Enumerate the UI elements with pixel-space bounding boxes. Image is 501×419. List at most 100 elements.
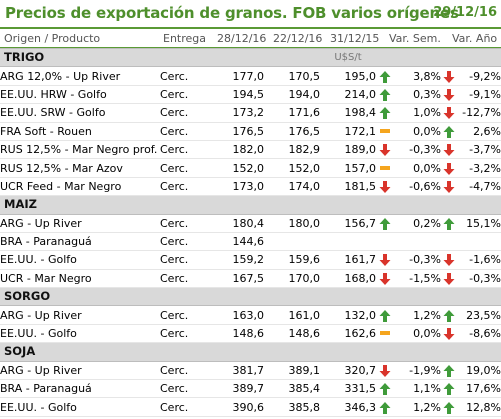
section-fill [320, 342, 501, 362]
product-cell: FRA Soft - Rouen [0, 122, 160, 141]
delivery-cell: Cerc. [160, 361, 209, 381]
product-cell: ARG - Up River [0, 305, 160, 325]
col-header-date2: 22/12/16 [273, 32, 323, 45]
var-week-cell: -0,3% [394, 140, 442, 160]
arrow-up-icon [443, 309, 455, 322]
arrow-up-icon [379, 70, 391, 83]
var-year-cell: -1,6% [457, 250, 501, 270]
trend-cell [376, 103, 395, 123]
delivery-cell: Cerc. [160, 158, 209, 178]
arrow-up-icon [379, 107, 391, 120]
report-date: 29/12/16 [433, 5, 497, 20]
delivery-cell: Cerc. [160, 103, 209, 123]
price-22-12-16: 176,5 [264, 122, 321, 141]
var-week-cell: 0,3% [394, 85, 442, 105]
page-title: Precios de exportación de granos. FOB va… [5, 4, 459, 22]
column-header-row: Origen / Producto Entrega 28/12/16 22/12… [0, 30, 501, 48]
arrow-down-icon [443, 107, 455, 120]
price-22-12-16 [264, 232, 321, 252]
trend-cell [441, 324, 458, 344]
var-year-cell: -9,1% [457, 85, 501, 105]
trend-cell [376, 379, 395, 399]
trend-cell [376, 232, 395, 252]
price-22-12-16: 385,8 [264, 397, 321, 417]
arrow-down-icon [379, 180, 391, 193]
table-row: EE.UU. - Golfo Cerc. 159,2 159,6 161,7 -0,3% -… [0, 250, 501, 270]
price-22-12-16: 170,5 [264, 66, 321, 86]
product-cell: EE.UU. SRW - Golfo [0, 103, 160, 123]
price-22-12-16: 159,6 [264, 250, 321, 270]
section-label: SOJA [0, 342, 209, 362]
flat-dash-icon [380, 331, 391, 336]
col-header-product: Origen / Producto [4, 32, 101, 45]
var-year-cell: 2,6% [457, 122, 501, 141]
flat-dash-icon [380, 165, 391, 170]
section-row-trigo: TRIGO U$S/t [0, 47, 501, 68]
trend-cell [376, 397, 395, 417]
arrow-up-icon [379, 88, 391, 101]
var-week-cell: -1,9% [394, 361, 442, 381]
arrow-up-icon [379, 309, 391, 322]
trend-cell [441, 361, 458, 381]
price-31-12-15: 168,0 [320, 269, 377, 289]
var-year-cell: 23,5% [457, 305, 501, 325]
trend-cell [441, 158, 458, 178]
var-year-cell: -3,7% [457, 140, 501, 160]
trend-cell [441, 66, 458, 86]
table-row: ARG - Up River Cerc. 381,7 389,1 320,7 -1,9% 1… [0, 361, 501, 381]
delivery-cell: Cerc. [160, 397, 209, 417]
arrow-up-icon [379, 383, 391, 396]
var-year-cell [457, 232, 501, 252]
price-31-12-15: 161,7 [320, 250, 377, 270]
price-31-12-15 [320, 232, 377, 252]
price-31-12-15: 331,5 [320, 379, 377, 399]
price-31-12-15: 346,3 [320, 397, 377, 417]
table-row: EE.UU. SRW - Golfo Cerc. 173,2 171,6 198,4 1,… [0, 103, 501, 123]
trend-cell [376, 305, 395, 325]
price-22-12-16: 171,6 [264, 103, 321, 123]
price-31-12-15: 157,0 [320, 158, 377, 178]
product-cell: ARG - Up River [0, 361, 160, 381]
col-header-var-year: Var. Año [452, 32, 498, 45]
trend-cell [376, 85, 395, 105]
trend-cell [441, 177, 458, 197]
var-year-cell: -3,2% [457, 158, 501, 178]
trend-cell [441, 305, 458, 325]
price-28-12-16: 177,0 [208, 66, 265, 86]
price-28-12-16: 194,5 [208, 85, 265, 105]
price-28-12-16: 389,7 [208, 379, 265, 399]
var-week-cell: 1,2% [394, 397, 442, 417]
price-28-12-16: 144,6 [208, 232, 265, 252]
unit-label: U$S/t [320, 47, 377, 68]
col-header-var-week: Var. Sem. [389, 32, 441, 45]
arrow-up-icon [443, 383, 455, 396]
col-header-delivery: Entrega [163, 32, 207, 45]
table-row: RUS 12,5% - Mar Negro prof. Cerc. 182,0 182… [0, 140, 501, 160]
product-cell: RUS 12,5% - Mar Azov [0, 158, 160, 178]
table-row: EE.UU. - Golfo Cerc. 390,6 385,8 346,3 1,2% 12… [0, 397, 501, 417]
arrow-up-icon [443, 125, 455, 138]
arrow-up-icon [443, 401, 455, 414]
var-year-cell: -0,3% [457, 269, 501, 289]
price-22-12-16: 182,9 [264, 140, 321, 160]
trend-cell [441, 214, 458, 233]
trend-cell [441, 250, 458, 270]
table-row: ARG - Up River Cerc. 163,0 161,0 132,0 1,2% 23… [0, 305, 501, 325]
trend-cell [441, 103, 458, 123]
price-22-12-16: 194,0 [264, 85, 321, 105]
arrow-down-icon [443, 162, 455, 175]
trend-cell [376, 122, 395, 141]
price-22-12-16: 161,0 [264, 305, 321, 325]
trend-cell [376, 250, 395, 270]
arrow-down-icon [379, 144, 391, 157]
delivery-cell: Cerc. [160, 324, 209, 344]
var-week-cell: 0,2% [394, 214, 442, 233]
var-year-cell: -4,7% [457, 177, 501, 197]
trend-cell [441, 397, 458, 417]
price-28-12-16: 167,5 [208, 269, 265, 289]
table-row: BRA - Paranaguá Cerc. 144,6 [0, 232, 501, 252]
var-year-cell: 19,0% [457, 361, 501, 381]
trend-cell [441, 269, 458, 289]
delivery-cell: Cerc. [160, 379, 209, 399]
var-year-cell: 15,1% [457, 214, 501, 233]
